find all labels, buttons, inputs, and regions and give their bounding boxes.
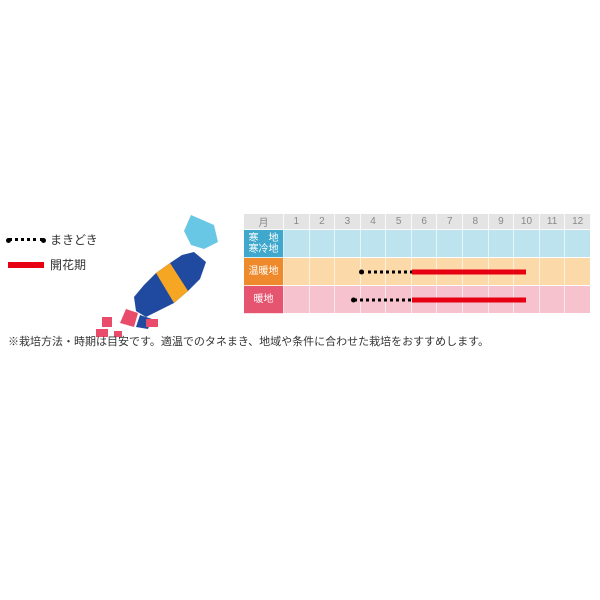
flowering-label: 開花期 <box>50 256 86 273</box>
zone-row: 温暖地 <box>244 258 591 286</box>
flowering-swatch <box>8 262 44 268</box>
month-col: 5 <box>386 214 412 230</box>
month-col: 11 <box>539 214 565 230</box>
month-header: 月 <box>244 214 284 230</box>
month-col: 4 <box>360 214 386 230</box>
zone-cells <box>284 286 591 314</box>
month-col: 8 <box>463 214 489 230</box>
calendar-table: 月123456789101112 寒 地 寒冷地温暖地暖地 <box>243 213 591 314</box>
zone-row: 寒 地 寒冷地 <box>244 230 591 258</box>
sowing-label: まきどき <box>50 231 98 248</box>
zone-label: 寒 地 寒冷地 <box>244 230 284 258</box>
flowering-bar <box>412 297 527 302</box>
month-col: 9 <box>488 214 514 230</box>
month-col: 7 <box>437 214 463 230</box>
month-col: 3 <box>335 214 361 230</box>
zone-cells <box>284 258 591 286</box>
japan-map-icon <box>96 207 236 347</box>
month-col: 10 <box>514 214 540 230</box>
calendar-chart: 月123456789101112 寒 地 寒冷地温暖地暖地 <box>243 213 591 314</box>
zone-row: 暖地 <box>244 286 591 314</box>
zone-label: 暖地 <box>244 286 284 314</box>
month-col: 6 <box>411 214 437 230</box>
flowering-bar <box>412 269 527 274</box>
month-col: 1 <box>284 214 310 230</box>
zone-cells <box>284 230 591 258</box>
sowing-swatch <box>8 238 44 241</box>
legend-sowing: まきどき <box>8 231 98 248</box>
month-col: 12 <box>565 214 591 230</box>
legend-flowering: 開花期 <box>8 256 98 273</box>
footnote: ※栽培方法・時期は目安です。適温でのタネまき、地域や条件に合わせた栽培をおすすめ… <box>8 333 592 349</box>
legend: まきどき 開花期 <box>8 231 98 281</box>
month-col: 2 <box>309 214 335 230</box>
zone-label: 温暖地 <box>244 258 284 286</box>
